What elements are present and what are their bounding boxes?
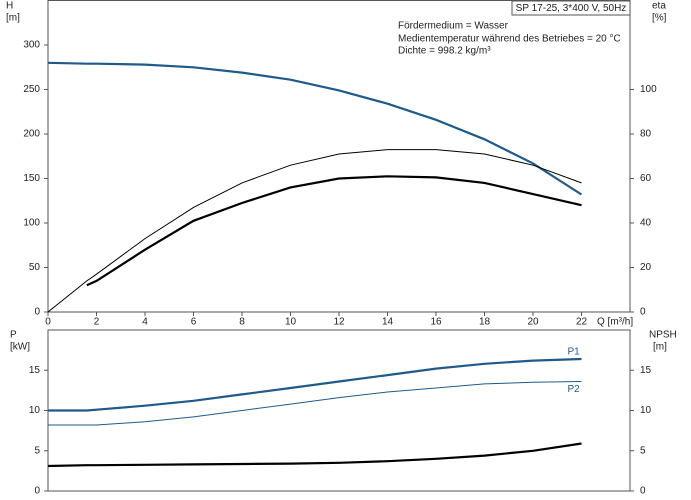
- bottom-frame: [47, 329, 631, 492]
- y-tick-label: 50: [29, 262, 41, 273]
- y2-tick-label: 80: [640, 129, 652, 140]
- y2-tick-label: 60: [640, 173, 652, 184]
- series-label: P2: [568, 384, 581, 395]
- series-line: [47, 149, 582, 313]
- y-tick-label: 150: [23, 173, 40, 184]
- x-tick-label: 8: [239, 317, 245, 328]
- y2-tick-label: 10: [640, 405, 652, 416]
- y2-tick-label: 40: [640, 218, 652, 229]
- y-tick-label: 15: [29, 365, 41, 376]
- y2-axis-unit: [%]: [652, 13, 667, 24]
- x-tick-label: 6: [191, 317, 197, 328]
- y2-tick-label: 0: [640, 307, 646, 318]
- series-line: [48, 357, 582, 412]
- x-tick-label: 0: [45, 317, 51, 328]
- x-tick-label: 14: [382, 317, 394, 328]
- series-line: [47, 442, 582, 468]
- series-line: [48, 381, 582, 426]
- x-tick-label: 20: [527, 317, 539, 328]
- x-tick-label: 18: [479, 317, 491, 328]
- x-tick-label: 16: [430, 317, 442, 328]
- y-tick-label: 250: [23, 84, 40, 95]
- y-axis-label: P: [10, 330, 17, 341]
- y2-tick-label: 20: [640, 262, 652, 273]
- y-tick-label: 10: [29, 405, 41, 416]
- y-axis-label: H: [6, 1, 13, 12]
- y-tick-label: 0: [34, 307, 40, 318]
- note: Medientemperatur während des Betriebes =…: [398, 34, 621, 45]
- x-tick-label: 2: [94, 317, 100, 328]
- info-box-text: SP 17-25, 3*400 V, 50Hz: [516, 3, 627, 14]
- y2-tick-label: 100: [640, 84, 657, 95]
- x-tick-label: 10: [285, 317, 297, 328]
- note: Fördermedium = Wasser: [398, 21, 509, 32]
- series-label: P1: [568, 347, 581, 358]
- y-tick-label: 200: [23, 129, 40, 140]
- series-line: [47, 61, 583, 196]
- y-tick-label: 300: [23, 40, 40, 51]
- top-frame: [47, 0, 631, 313]
- y-tick-label: 5: [34, 445, 40, 456]
- y-axis-unit: [m]: [6, 13, 20, 24]
- x-tick-label: 22: [576, 317, 588, 328]
- y2-axis-label: eta: [652, 1, 666, 12]
- series-line: [86, 175, 582, 287]
- y2-axis-label: NPSH: [649, 330, 677, 341]
- x-tick-label: 4: [142, 317, 148, 328]
- x-tick-label: 12: [333, 317, 345, 328]
- y2-tick-label: 0: [640, 486, 646, 497]
- y2-axis-unit: [m]: [653, 342, 667, 353]
- note: Dichte = 998.2 kg/m³: [398, 46, 491, 57]
- y2-tick-label: 5: [640, 445, 646, 456]
- y-tick-label: 100: [23, 218, 40, 229]
- y2-tick-label: 15: [640, 365, 652, 376]
- y-tick-label: 0: [34, 486, 40, 497]
- x-axis-label: Q [m³/h]: [597, 317, 633, 328]
- y-axis-unit: [kW]: [10, 342, 30, 353]
- info-box: [511, 0, 631, 16]
